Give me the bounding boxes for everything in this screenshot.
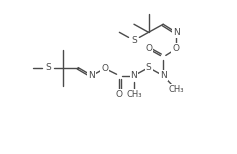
Text: CH₃: CH₃ bbox=[168, 85, 184, 94]
Text: N: N bbox=[173, 28, 179, 37]
Text: O: O bbox=[145, 45, 152, 53]
Text: S: S bbox=[131, 36, 137, 45]
Text: S: S bbox=[45, 63, 51, 72]
Text: N: N bbox=[88, 71, 95, 80]
Text: O: O bbox=[116, 90, 123, 99]
Text: S: S bbox=[146, 63, 151, 72]
Text: CH₃: CH₃ bbox=[126, 90, 142, 99]
Text: O: O bbox=[101, 64, 108, 73]
Text: N: N bbox=[131, 71, 137, 80]
Text: N: N bbox=[160, 71, 167, 80]
Text: O: O bbox=[173, 45, 180, 53]
